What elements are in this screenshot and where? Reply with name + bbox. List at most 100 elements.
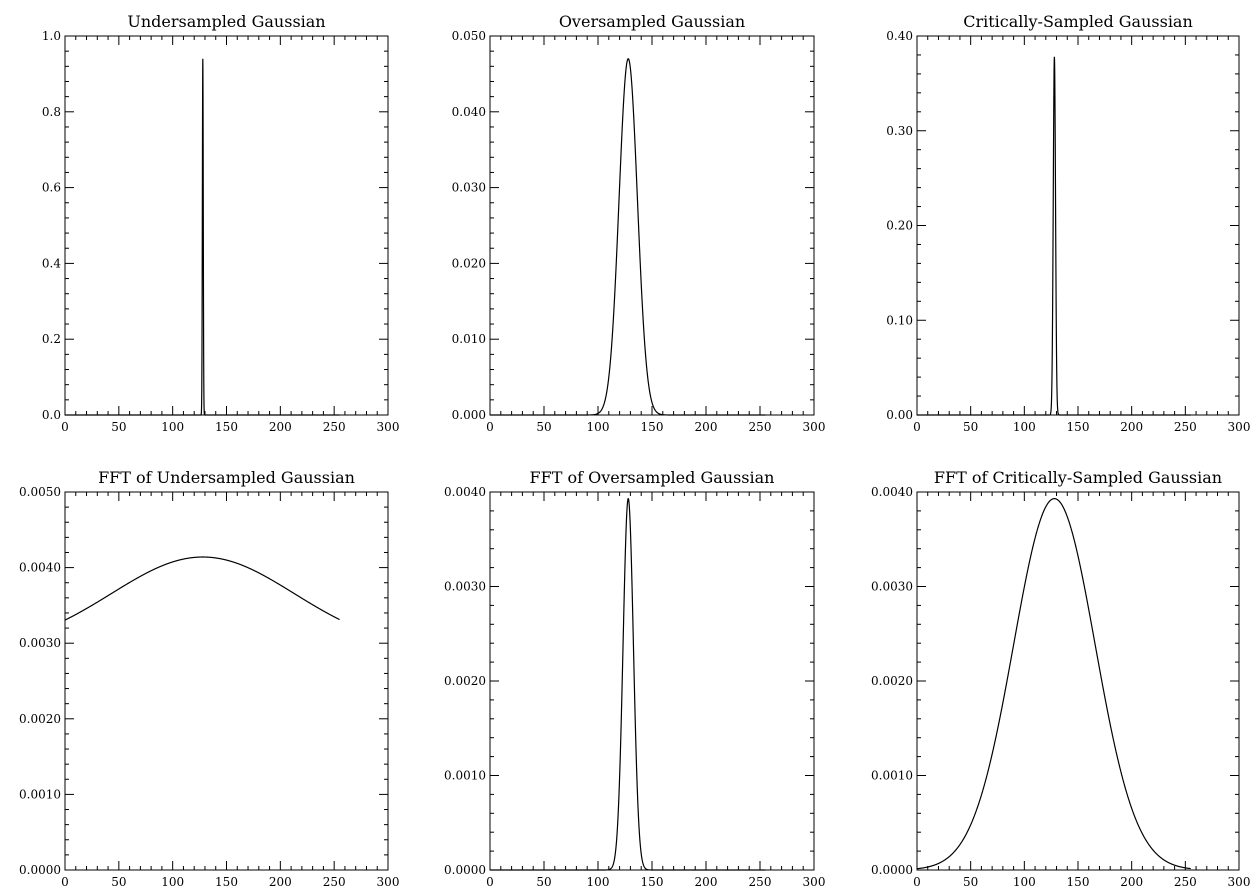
x-tick-label: 300 — [1228, 420, 1251, 434]
y-tick-label: 0.4 — [42, 256, 61, 270]
y-tick-label: 0.10 — [886, 313, 913, 327]
chart-panel-6: FFT of Critically-Sampled Gaussian 0 50 100… — [871, 468, 1250, 889]
y-tick-label: 0.050 — [452, 29, 486, 43]
x-tick-label: 100 — [587, 875, 610, 889]
x-tick-label: 150 — [215, 875, 238, 889]
x-tick-label: 0 — [913, 875, 921, 889]
x-tick-label: 150 — [641, 875, 664, 889]
x-tick-label: 150 — [1067, 420, 1090, 434]
plot-frame — [916, 35, 1240, 416]
x-tick-label: 50 — [536, 420, 551, 434]
y-tick-label: 0.00 — [886, 408, 913, 422]
series-line — [65, 58, 340, 416]
y-tick-label: 0.0000 — [19, 863, 61, 877]
series-line — [64, 556, 340, 621]
y-tick-label: 0.20 — [886, 219, 913, 233]
x-tick-label: 200 — [269, 420, 292, 434]
x-tick-label: 300 — [377, 420, 400, 434]
x-tick-label: 0 — [913, 420, 921, 434]
x-tick-label: 200 — [1120, 420, 1143, 434]
x-tick-label: 0 — [61, 420, 69, 434]
y-tick-label: 0.0050 — [19, 485, 61, 499]
y-tick-label: 0.0010 — [19, 787, 61, 801]
chart-panel-2: Oversampled Gaussian 0 50 100 150 200 250 300 0.… — [452, 12, 826, 434]
x-tick-label: 50 — [111, 875, 126, 889]
y-tick-label: 0.0010 — [444, 769, 486, 783]
x-tick-label: 250 — [323, 875, 346, 889]
y-tick-label: 0.030 — [452, 181, 486, 195]
x-tick-label: 0 — [486, 875, 494, 889]
x-tick-label: 100 — [161, 420, 184, 434]
x-tick-label: 150 — [641, 420, 664, 434]
plot-frame — [64, 491, 389, 871]
series-line — [490, 497, 766, 871]
x-tick-label: 300 — [803, 875, 826, 889]
y-tick-label: 0.0030 — [19, 636, 61, 650]
y-tick-label: 0.0 — [42, 408, 61, 422]
y-tick-label: 0.0000 — [444, 863, 486, 877]
x-tick-label: 150 — [1067, 875, 1090, 889]
x-tick-label: 200 — [695, 875, 718, 889]
x-tick-label: 250 — [749, 420, 772, 434]
x-tick-label: 300 — [1228, 875, 1251, 889]
chart-panel-4: FFT of Undersampled Gaussian 0 50 100 150 200… — [19, 468, 399, 889]
x-tick-label: 250 — [1174, 420, 1197, 434]
y-tick-label: 0.8 — [42, 105, 61, 119]
x-tick-label: 50 — [963, 420, 978, 434]
chart-title: FFT of Oversampled Gaussian — [530, 468, 775, 487]
x-tick-label: 0 — [486, 420, 494, 434]
x-tick-label: 100 — [1013, 420, 1036, 434]
y-tick-label: 0.0000 — [871, 863, 913, 877]
x-tick-label: 300 — [803, 420, 826, 434]
plot-frame — [64, 35, 389, 416]
chart-title: Critically-Sampled Gaussian — [963, 12, 1193, 31]
x-tick-label: 150 — [215, 420, 238, 434]
y-tick-label: 0.2 — [42, 332, 61, 346]
x-tick-label: 200 — [269, 875, 292, 889]
x-tick-label: 100 — [1013, 875, 1036, 889]
y-tick-label: 0.0020 — [871, 674, 913, 688]
x-tick-label: 100 — [161, 875, 184, 889]
y-tick-label: 0.0030 — [444, 580, 486, 594]
y-tick-label: 0.0010 — [871, 769, 913, 783]
y-tick-label: 0.0020 — [444, 674, 486, 688]
y-tick-label: 0.0020 — [19, 712, 61, 726]
x-tick-label: 0 — [61, 875, 69, 889]
y-tick-label: 0.0040 — [444, 485, 486, 499]
plot-frame — [916, 491, 1240, 871]
y-tick-label: 0.0030 — [871, 580, 913, 594]
y-tick-label: 0.40 — [886, 29, 913, 43]
y-tick-label: 0.0040 — [19, 561, 61, 575]
x-tick-label: 100 — [587, 420, 610, 434]
x-tick-label: 250 — [1174, 875, 1197, 889]
x-tick-label: 50 — [536, 875, 551, 889]
chart-title: FFT of Undersampled Gaussian — [98, 468, 355, 487]
y-tick-label: 0.010 — [452, 332, 486, 346]
y-tick-label: 0.040 — [452, 105, 486, 119]
chart-title: FFT of Critically-Sampled Gaussian — [934, 468, 1222, 487]
chart-title: Oversampled Gaussian — [559, 12, 745, 31]
y-tick-label: 0.0040 — [871, 485, 913, 499]
y-tick-label: 0.6 — [42, 181, 61, 195]
y-tick-label: 0.30 — [886, 124, 913, 138]
chart-panel-3: Critically-Sampled Gaussian 0 50 100 150 200 2… — [886, 12, 1250, 434]
chart-panel-1: Undersampled Gaussian 0 50 100 150 200 250 300 0… — [42, 12, 400, 434]
series-line — [917, 56, 1191, 416]
chart-title: Undersampled Gaussian — [127, 12, 325, 31]
x-tick-label: 50 — [111, 420, 126, 434]
y-tick-label: 0.000 — [452, 408, 486, 422]
x-tick-label: 300 — [377, 875, 400, 889]
plot-frame — [489, 491, 815, 871]
x-tick-label: 200 — [695, 420, 718, 434]
y-tick-label: 1.0 — [42, 29, 61, 43]
series-line — [916, 498, 1191, 870]
x-tick-label: 250 — [749, 875, 772, 889]
series-line — [490, 58, 766, 416]
x-tick-label: 50 — [963, 875, 978, 889]
chart-panel-5: FFT of Oversampled Gaussian 0 50 100 150 200 2… — [444, 468, 825, 889]
plot-frame — [489, 35, 815, 416]
y-tick-label: 0.020 — [452, 256, 486, 270]
x-tick-label: 200 — [1120, 875, 1143, 889]
x-tick-label: 250 — [323, 420, 346, 434]
